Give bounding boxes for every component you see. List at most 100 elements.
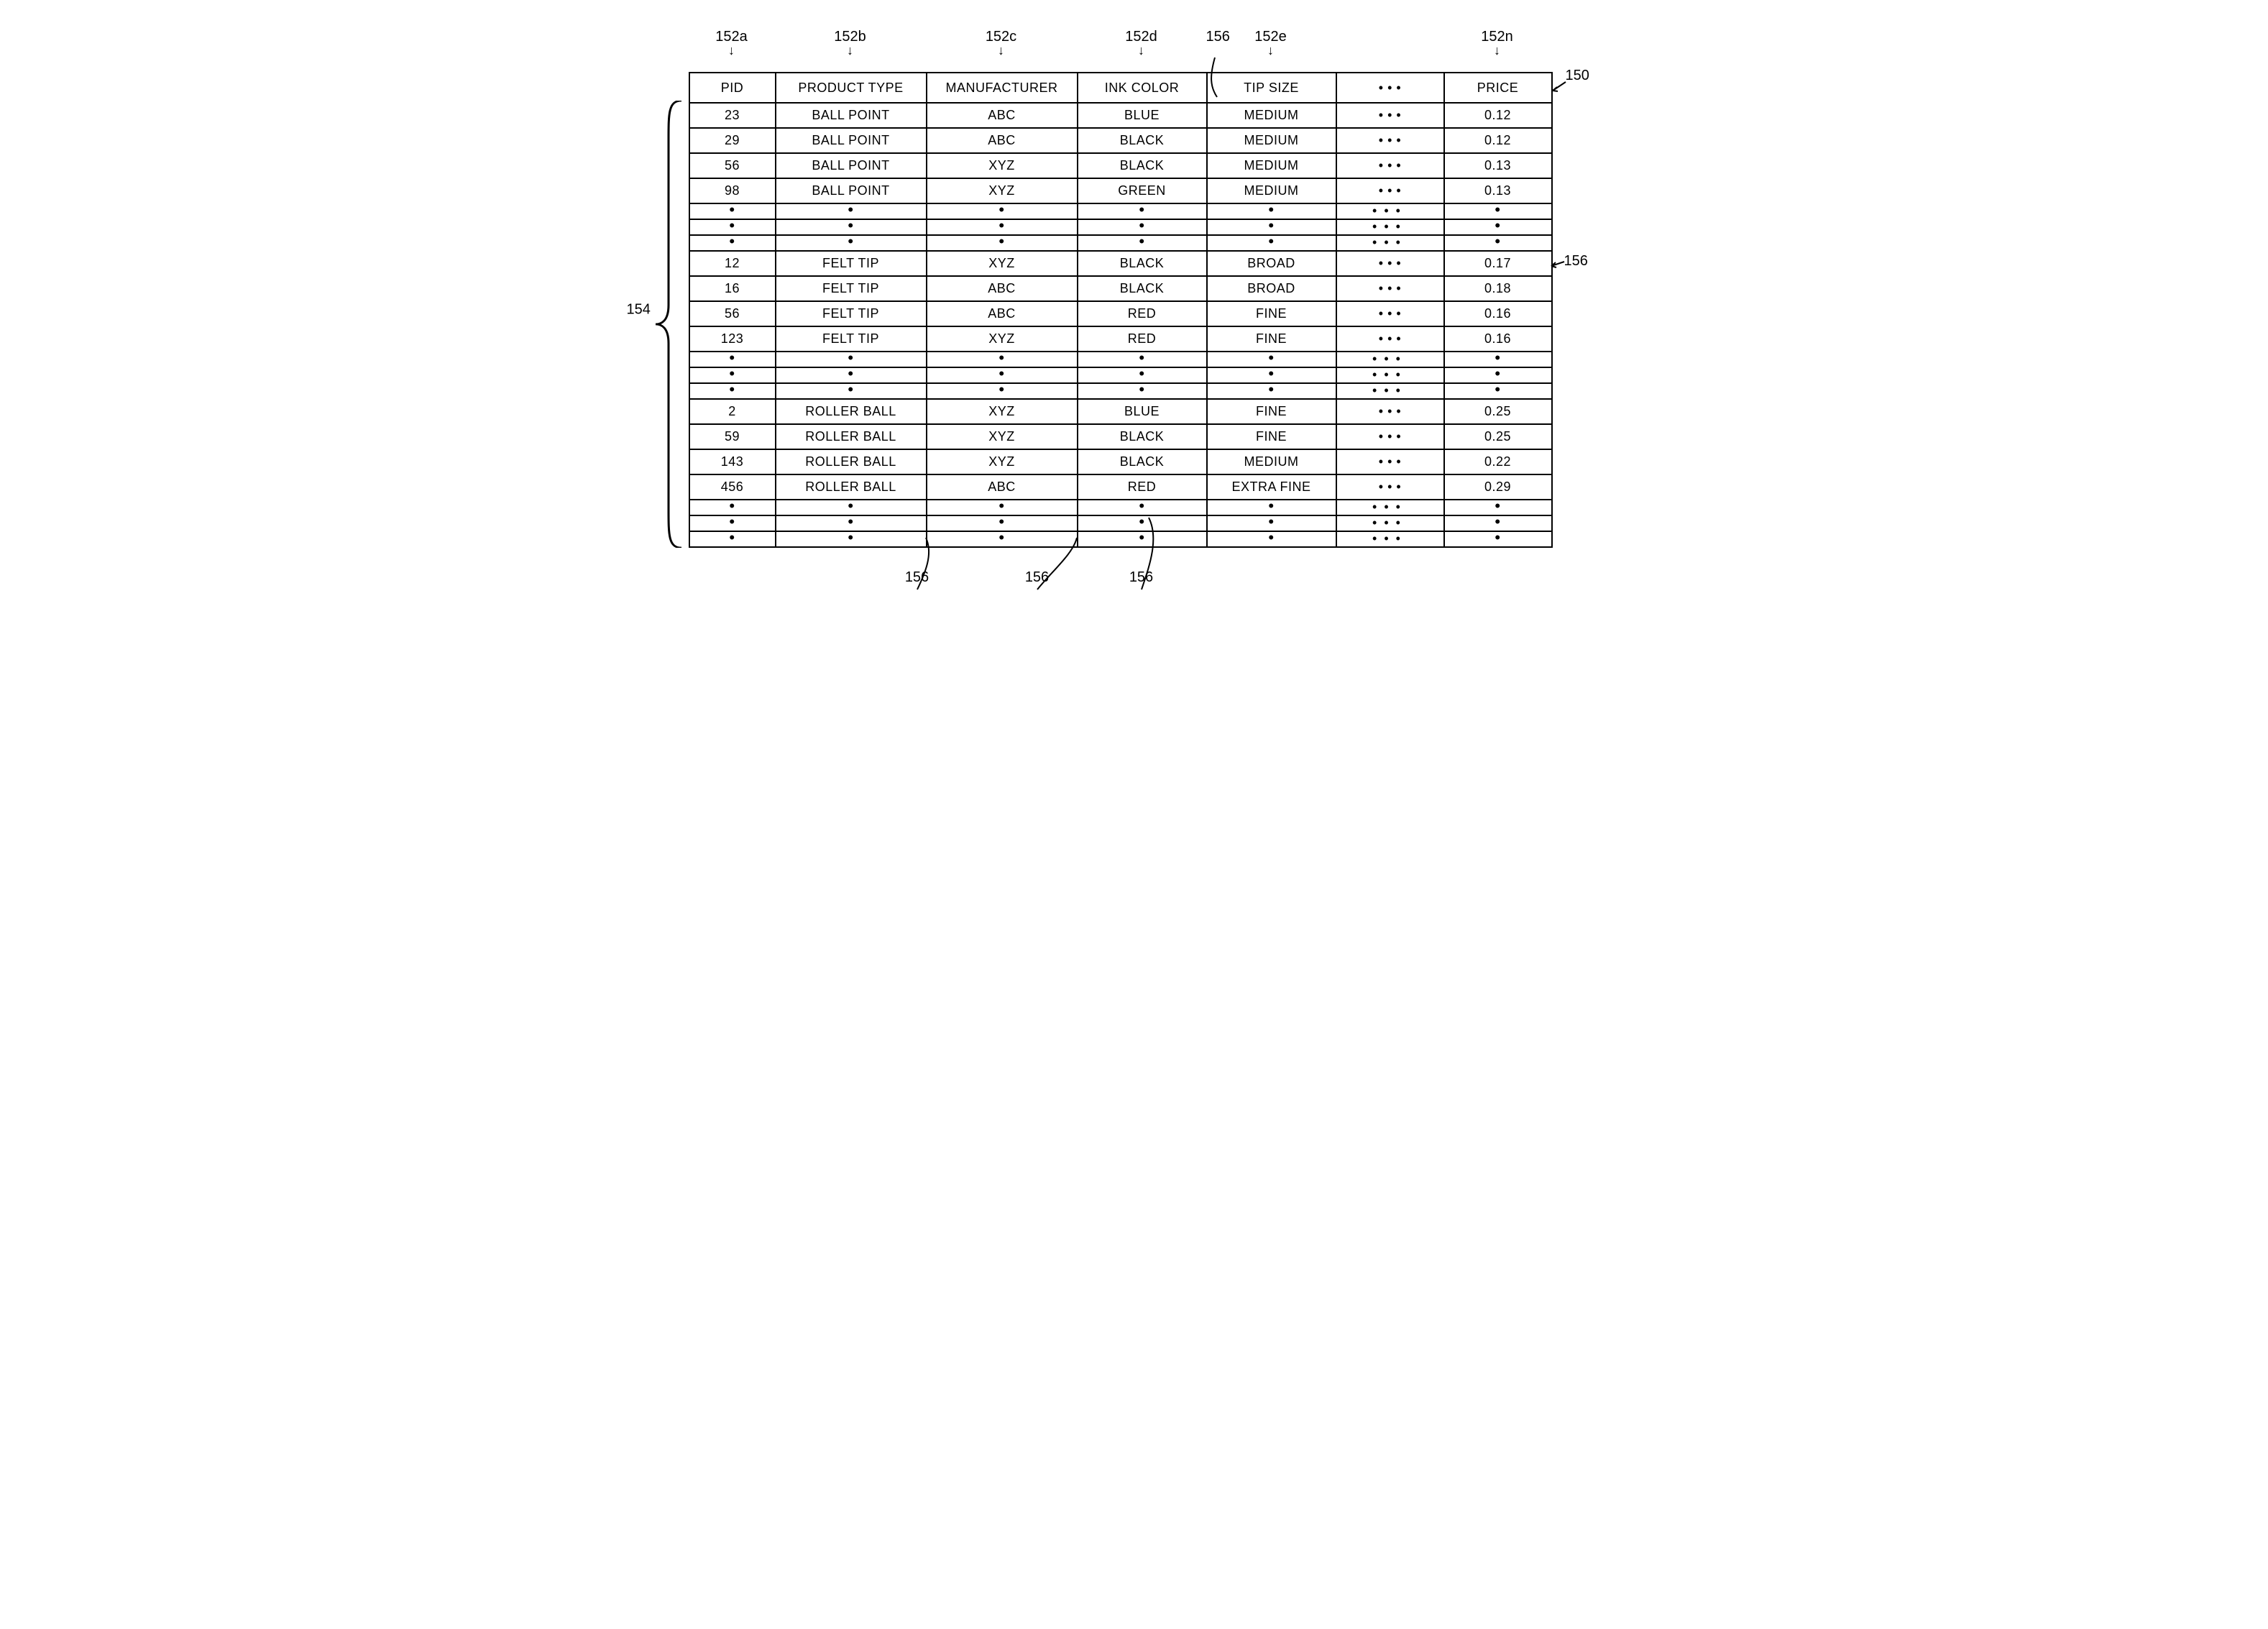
table-cell: • <box>776 235 927 251</box>
table-cell: • • • <box>1336 399 1444 424</box>
table-cell: • <box>1078 531 1207 547</box>
arrow-down-icon: ↓ <box>986 45 1016 55</box>
table-cell: BLACK <box>1078 276 1207 301</box>
table-row: 123FELT TIPXYZREDFINE• • •0.16 <box>689 326 1552 352</box>
table-cell: 0.16 <box>1444 301 1552 326</box>
col-ref-152b: 152b ↓ <box>834 29 866 55</box>
arrow-down-icon: ↓ <box>1254 45 1287 55</box>
table-cell: XYZ <box>927 424 1078 449</box>
row-ref-gutter: 154 <box>631 72 689 548</box>
table-cell: ••• <box>1336 367 1444 383</box>
row-ref-text: 154 <box>627 302 651 318</box>
table-cell: • <box>1078 383 1207 399</box>
table-cell: • <box>1444 235 1552 251</box>
table-cell: 23 <box>689 103 776 128</box>
table-cell: • • • <box>1336 449 1444 474</box>
table-cell: ROLLER BALL <box>776 399 927 424</box>
col-ref-text: 152d <box>1125 29 1157 45</box>
table-cell: MEDIUM <box>1207 103 1336 128</box>
table-cell: • • • <box>1336 474 1444 500</box>
table-cell: • <box>1444 531 1552 547</box>
table-cell: • • • <box>1336 178 1444 203</box>
table-cell: • <box>689 383 776 399</box>
table-cell: • <box>1444 383 1552 399</box>
table-cell: FELT TIP <box>776 301 927 326</box>
col-ref-text: 152e <box>1254 29 1287 45</box>
callout-156-b1: 156 <box>905 569 929 586</box>
lead-line-icon <box>1206 58 1249 101</box>
table-row: ••••••••• <box>689 219 1552 235</box>
table-cell: • <box>927 383 1078 399</box>
table-cell: • • • <box>1336 103 1444 128</box>
table-cell: BLACK <box>1078 424 1207 449</box>
table-cell: ABC <box>927 128 1078 153</box>
table-cell: ABC <box>927 301 1078 326</box>
table-cell: • <box>1207 235 1336 251</box>
table-cell: 143 <box>689 449 776 474</box>
table-cell: ••• <box>1336 515 1444 531</box>
table-cell: 59 <box>689 424 776 449</box>
table-cell: 0.18 <box>1444 276 1552 301</box>
table-cell: ••• <box>1336 352 1444 367</box>
table-cell: 56 <box>689 153 776 178</box>
table-cell: ROLLER BALL <box>776 449 927 474</box>
table-cell: • <box>1207 383 1336 399</box>
table-row: ••••••••• <box>689 515 1552 531</box>
table-cell: ROLLER BALL <box>776 424 927 449</box>
table-cell: BLUE <box>1078 103 1207 128</box>
table-cell: • <box>927 531 1078 547</box>
table-cell: RED <box>1078 301 1207 326</box>
callout-text: 150 <box>1566 68 1589 83</box>
col-ref-152c: 152c ↓ <box>986 29 1016 55</box>
table-cell: 56 <box>689 301 776 326</box>
callout-text: 156 <box>1025 569 1049 585</box>
column-ref-labels: 152a ↓ 152b ↓ 152c ↓ 152d ↓ 156 152e ↓ 1… <box>689 29 1551 72</box>
table-cell: ABC <box>927 103 1078 128</box>
callout-text: 156 <box>1564 253 1588 269</box>
table-cell: ••• <box>1336 219 1444 235</box>
arrow-down-icon: ↓ <box>715 45 748 55</box>
table-cell: ••• <box>1336 203 1444 219</box>
table-row: ••••••••• <box>689 531 1552 547</box>
product-table: PIDPRODUCT TYPEMANUFACTURERINK COLORTIP … <box>689 72 1553 548</box>
callout-text: 156 <box>905 569 929 585</box>
col-ref-152n: 152n ↓ <box>1481 29 1513 55</box>
table-cell: • • • <box>1336 276 1444 301</box>
callout-150: 150 <box>1566 68 1589 84</box>
bottom-callouts: 156 156 156 <box>689 548 1551 598</box>
table-cell: BLACK <box>1078 449 1207 474</box>
table-cell: BLACK <box>1078 128 1207 153</box>
col-ref-text: 152n <box>1481 29 1513 45</box>
table-cell: • <box>689 235 776 251</box>
table-cell: • <box>776 531 927 547</box>
table-header-cell: MANUFACTURER <box>927 73 1078 103</box>
table-cell: • • • <box>1336 301 1444 326</box>
table-cell: FELT TIP <box>776 251 927 276</box>
table-cell: XYZ <box>927 251 1078 276</box>
col-ref-text: 152a <box>715 29 748 45</box>
table-cell: • <box>927 235 1078 251</box>
table-row: 29BALL POINTABCBLACKMEDIUM• • •0.12 <box>689 128 1552 153</box>
table-row: 2ROLLER BALLXYZBLUEFINE• • •0.25 <box>689 399 1552 424</box>
row-ref-154: 154 <box>627 302 651 318</box>
table-cell: BALL POINT <box>776 128 927 153</box>
table-cell: ••• <box>1336 531 1444 547</box>
table-row: ••••••••• <box>689 235 1552 251</box>
table-cell: ••• <box>1336 383 1444 399</box>
col-ref-152d: 152d ↓ <box>1125 29 1157 55</box>
table-row: ••••••••• <box>689 367 1552 383</box>
col-ref-152a: 152a ↓ <box>715 29 748 55</box>
callout-156-b2: 156 <box>1025 569 1049 586</box>
table-cell: 0.12 <box>1444 103 1552 128</box>
table-row: 16FELT TIPABCBLACKBROAD• • •0.18 <box>689 276 1552 301</box>
table-cell: • • • <box>1336 128 1444 153</box>
table-cell: 29 <box>689 128 776 153</box>
callout-text: 156 <box>1206 29 1230 45</box>
table-header-cell: INK COLOR <box>1078 73 1207 103</box>
curly-bracket-icon <box>654 101 683 548</box>
table-cell: BLACK <box>1078 251 1207 276</box>
table-cell: • <box>1207 531 1336 547</box>
table-cell: BLUE <box>1078 399 1207 424</box>
table-cell: 16 <box>689 276 776 301</box>
table-cell: 0.22 <box>1444 449 1552 474</box>
